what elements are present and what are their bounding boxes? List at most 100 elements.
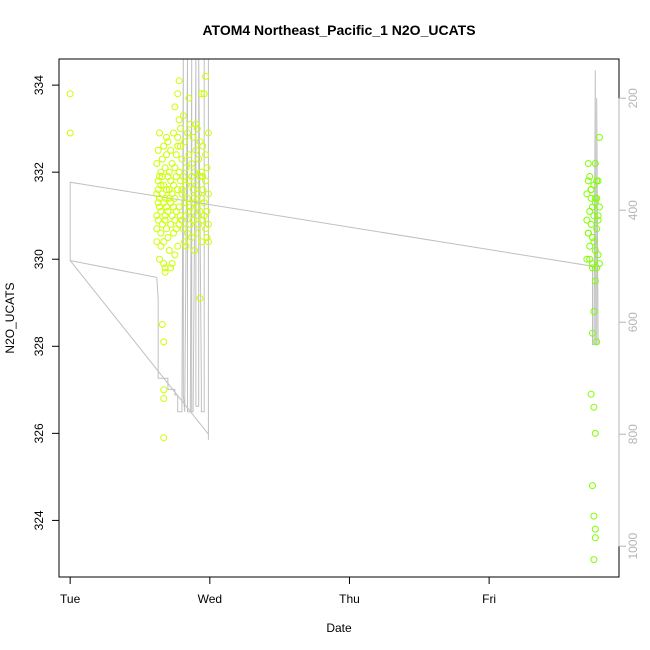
data-point [156, 129, 163, 137]
data-point [171, 194, 179, 202]
data-point [204, 190, 212, 198]
data-point [590, 403, 598, 411]
data-point [153, 238, 161, 246]
data-point [153, 212, 161, 220]
data-point [200, 199, 208, 207]
data-point [203, 207, 211, 215]
data-point [590, 308, 598, 315]
data-point [172, 151, 180, 159]
data-point [171, 216, 179, 224]
data-point [186, 203, 194, 211]
data-point [593, 225, 601, 233]
data-point [589, 482, 596, 490]
data-point [174, 133, 182, 141]
data-point [193, 229, 201, 237]
data-point [171, 103, 179, 111]
data-point [197, 90, 205, 98]
data-point [587, 220, 595, 228]
data-point [191, 247, 198, 254]
data-point [161, 216, 169, 224]
data-point [583, 190, 591, 198]
data-point [175, 116, 183, 124]
data-point [196, 173, 204, 180]
y-tick-label: 326 [32, 423, 46, 443]
data-point [156, 203, 163, 211]
data-point [165, 247, 173, 254]
right-tick-label: 600 [626, 312, 640, 332]
chart-title: ATOM4 Northeast_Pacific_1 N2O_UCATS [202, 22, 475, 38]
data-point [586, 242, 594, 250]
data-point [199, 216, 207, 224]
data-point [168, 160, 176, 167]
data-point [179, 112, 187, 120]
data-point [203, 234, 211, 241]
data-point [200, 90, 208, 98]
data-point [192, 146, 200, 154]
data-point [594, 216, 602, 224]
data-point [583, 216, 591, 224]
data-point [594, 212, 602, 220]
data-point [160, 142, 168, 150]
data-point [175, 168, 183, 176]
data-point [586, 173, 594, 180]
data-point [199, 173, 207, 180]
data-point [197, 168, 205, 176]
data-point [192, 212, 200, 220]
data-point [186, 220, 194, 228]
data-point [593, 338, 601, 346]
y-tick-label: 328 [32, 336, 46, 356]
data-point [174, 142, 182, 150]
data-point [156, 255, 163, 263]
data-point [172, 225, 180, 233]
data-point [160, 434, 168, 442]
data-point [589, 329, 596, 337]
x-axis: Tue Wed Thu Fri [60, 576, 496, 606]
plot-frame [58, 58, 620, 578]
data-point [163, 186, 170, 194]
data-point [181, 138, 189, 146]
x-tick-label: Tue [60, 592, 81, 606]
data-point [197, 238, 205, 246]
data-point [154, 216, 162, 224]
data-point [192, 120, 200, 128]
data-point [195, 155, 203, 163]
data-point [164, 138, 172, 146]
data-point [591, 429, 599, 437]
y-tick-label: 324 [32, 510, 46, 530]
y-tick-label: 332 [32, 162, 46, 182]
data-point [171, 164, 179, 172]
y-tick-label: 334 [32, 75, 46, 95]
data-point [154, 146, 162, 154]
data-point [591, 194, 599, 202]
x-tick-label: Wed [198, 592, 222, 606]
data-point [193, 125, 201, 133]
right-axis: 200 400 600 800 1000 [618, 88, 640, 560]
x-axis-label: Date [326, 621, 352, 635]
data-point [591, 525, 599, 533]
data-point [591, 199, 599, 207]
data-point [177, 125, 184, 133]
data-point [66, 90, 74, 98]
data-point [181, 238, 189, 246]
data-point [160, 395, 168, 402]
data-point [594, 251, 602, 259]
data-point [584, 160, 592, 167]
y-tick-label: 330 [32, 249, 46, 269]
data-point [188, 234, 196, 241]
data-point [161, 164, 169, 172]
data-point [191, 168, 198, 176]
data-point [174, 90, 182, 98]
secondary-line-layer [69, 58, 599, 440]
data-point [196, 207, 204, 215]
data-point [158, 321, 166, 328]
data-point [174, 242, 182, 250]
data-point [167, 146, 175, 154]
data-point [174, 186, 182, 194]
data-point [587, 390, 595, 398]
data-point [184, 229, 191, 237]
data-point [160, 386, 168, 394]
data-point [202, 225, 210, 233]
data-point [164, 234, 172, 241]
data-point [158, 155, 166, 163]
data-point [163, 151, 170, 159]
